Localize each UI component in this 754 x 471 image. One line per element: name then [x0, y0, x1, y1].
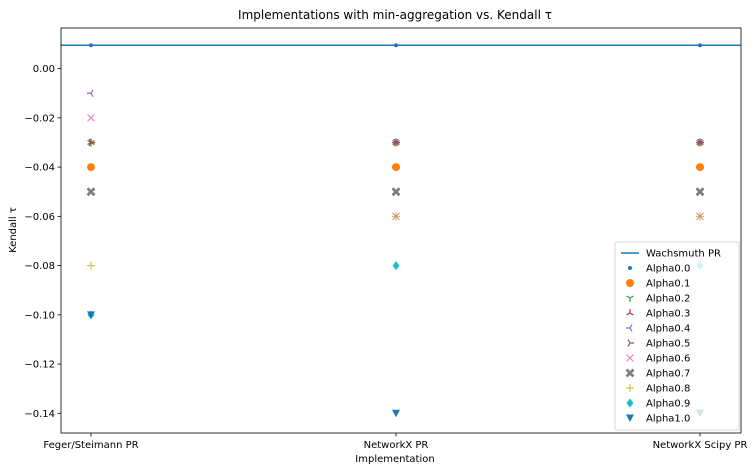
data-point	[695, 187, 705, 197]
data-point	[391, 187, 401, 197]
data-point	[392, 261, 400, 271]
legend-marker	[626, 295, 634, 302]
data-point	[87, 163, 95, 172]
legend-marker	[626, 279, 634, 287]
y-tick-label: −0.04	[24, 163, 55, 174]
legend-marker	[628, 266, 632, 270]
data-point	[392, 409, 400, 418]
legend-entry: Alpha0.4	[626, 324, 690, 335]
data-point	[87, 114, 95, 122]
legend-entry: Alpha0.3	[626, 309, 690, 320]
legend-label: Alpha0.1	[646, 279, 690, 290]
legend-label: Alpha0.5	[646, 339, 690, 350]
data-point	[696, 212, 704, 221]
legend-marker	[626, 354, 634, 362]
legend-label: Alpha0.6	[646, 354, 690, 365]
y-tick-label: −0.10	[24, 310, 55, 321]
y-tick-label: −0.08	[24, 261, 55, 272]
legend-marker	[626, 384, 634, 392]
data-point	[87, 89, 94, 98]
legend-label: Alpha1.0	[646, 414, 690, 425]
legend-box	[614, 241, 740, 431]
data-point	[696, 163, 704, 172]
y-tick-label: −0.12	[24, 360, 55, 371]
y-tick-label: 0.00	[33, 64, 55, 75]
x-axis-title: Implementation	[355, 454, 434, 465]
legend-marker	[627, 339, 634, 347]
series-alpha0-5	[88, 138, 704, 147]
legend-entry: Alpha0.7	[625, 368, 690, 380]
data-point	[87, 261, 95, 270]
chart-title: Implementations with min-aggregation vs.…	[238, 8, 552, 22]
legend-label: Alpha0.7	[646, 369, 690, 380]
y-axis-title: Kendall τ	[8, 207, 19, 253]
legend-entry: Alpha0.6	[626, 354, 690, 365]
legend-entry: Alpha0.8	[626, 384, 690, 395]
legend-entry: Alpha0.5	[627, 339, 690, 350]
data-point	[697, 138, 704, 147]
legend-label: Wachsmuth PR	[646, 249, 721, 260]
legend-entry: Alpha0.1	[626, 279, 690, 290]
legend-entry: Alpha0.2	[626, 294, 690, 305]
legend-marker	[625, 368, 635, 378]
data-point	[88, 138, 95, 147]
data-point	[87, 311, 95, 319]
data-point	[392, 212, 400, 221]
y-tick-label: −0.02	[24, 113, 55, 124]
x-tick-label: Feger/Steimann PR	[43, 440, 138, 451]
x-tick-label: NetworkX PR	[364, 440, 429, 451]
series-alpha0-7	[86, 187, 705, 197]
legend-label: Alpha0.0	[646, 264, 690, 275]
data-point	[393, 138, 400, 147]
legend-label: Alpha0.4	[646, 324, 690, 335]
legend-marker	[626, 414, 634, 422]
legend-entry: Alpha0.0	[628, 264, 690, 275]
legend-entry: Wachsmuth PR	[621, 249, 721, 260]
data-point	[392, 163, 400, 172]
legend-marker	[626, 398, 634, 408]
legend-label: Alpha0.9	[646, 399, 690, 410]
legend-entry: Alpha0.9	[626, 398, 690, 410]
data-point	[86, 187, 96, 197]
legend-marker	[626, 309, 634, 316]
y-tick-label: −0.06	[24, 212, 55, 223]
series-alpha0-1	[87, 163, 704, 172]
x-tick-label: NetworkX Scipy PR	[653, 440, 748, 451]
legend-label: Alpha0.2	[646, 294, 690, 305]
legend-entry: Alpha1.0	[626, 414, 690, 425]
plot-area-frame	[60, 27, 742, 434]
series-alpha0-8	[87, 212, 704, 270]
legend: Wachsmuth PR Alpha0.0 Alpha0.1 Alpha0.2 Alph…	[614, 241, 740, 431]
legend-label: Alpha0.3	[646, 309, 690, 320]
legend-label: Alpha0.8	[646, 384, 690, 395]
y-tick-label: −0.14	[24, 409, 55, 420]
y-axis: 0.00 −0.02 −0.04 −0.06 −0.08 −0.10 −0.12 −0.14	[24, 64, 61, 420]
x-axis: Feger/Steimann PR NetworkX PR NetworkX Sci…	[43, 433, 747, 451]
legend-marker	[626, 324, 633, 332]
